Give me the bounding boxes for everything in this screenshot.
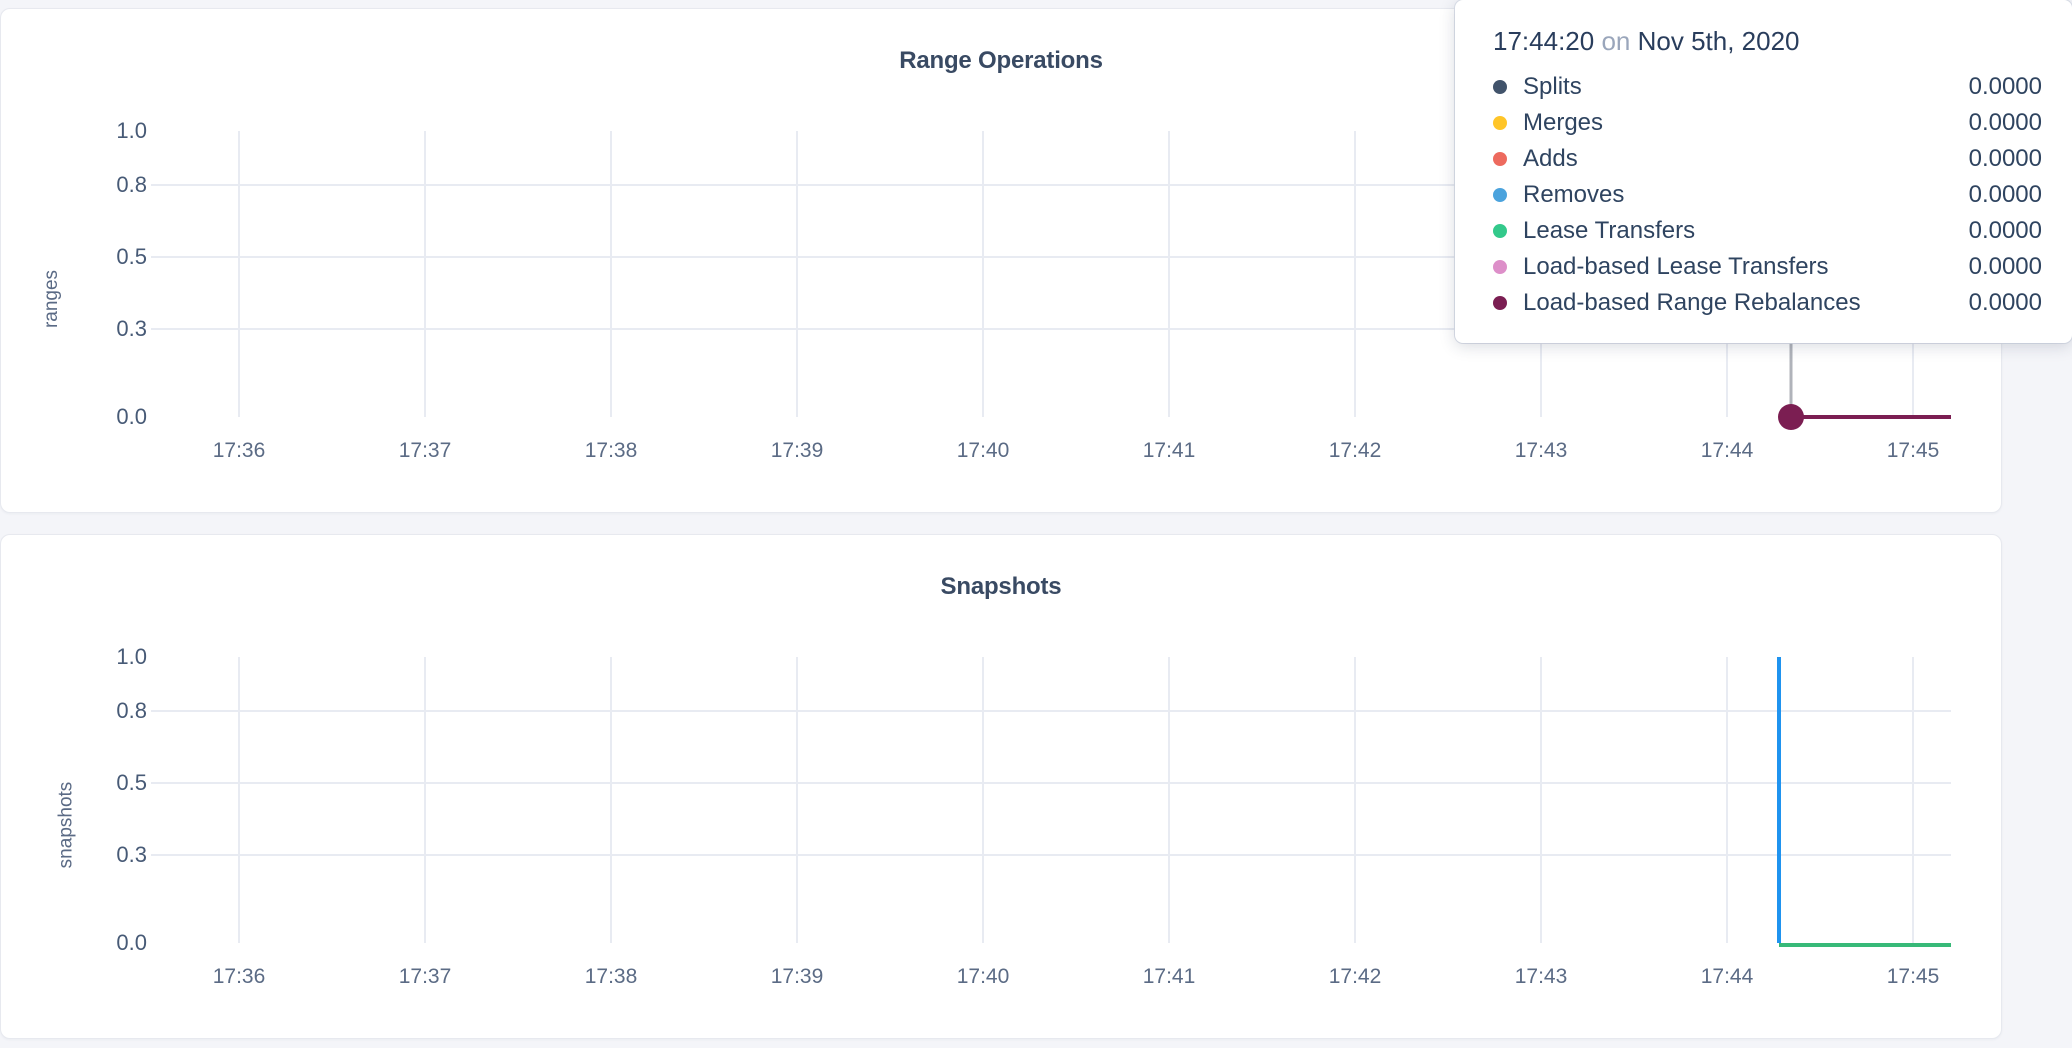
tooltip-series-value: 0.0000 bbox=[1968, 181, 2042, 208]
y-axis-ticks-snapshots: 1.0 0.8 0.5 0.3 0.0 bbox=[57, 635, 147, 1015]
tooltip-row: Adds 0.0000 bbox=[1493, 141, 2042, 177]
series-dot-icon bbox=[1493, 188, 1507, 202]
plot-svg-snapshots bbox=[151, 657, 1951, 947]
y-tick: 0.8 bbox=[116, 698, 147, 723]
y-tick: 0.5 bbox=[116, 770, 147, 795]
page-title-range-operations: Range Operations bbox=[899, 47, 1103, 74]
tooltip-series-value: 0.0000 bbox=[1968, 289, 2042, 316]
x-tick: 17:41 bbox=[1142, 965, 1196, 988]
x-tick: 17:40 bbox=[956, 965, 1010, 988]
x-tick: 17:42 bbox=[1328, 965, 1382, 988]
tooltip-series-list: Splits 0.0000 Merges 0.0000 Adds 0.0000 … bbox=[1493, 69, 2042, 321]
tooltip-row: Merges 0.0000 bbox=[1493, 105, 2042, 141]
y-tick: 0.5 bbox=[116, 244, 147, 269]
chart-card-snapshots: Snapshots snapshots 1.0 0.8 0.5 0.3 0.0 bbox=[0, 534, 2002, 1039]
tooltip-series-value: 0.0000 bbox=[1968, 73, 2042, 100]
series-dot-icon bbox=[1493, 224, 1507, 238]
tooltip-row: Load-based Lease Transfers 0.0000 bbox=[1493, 249, 2042, 285]
vertical-gridlines bbox=[238, 657, 1914, 943]
y-tick: 0.0 bbox=[116, 930, 147, 955]
y-tick: 0.3 bbox=[116, 316, 147, 341]
tooltip-row: Load-based Range Rebalances 0.0000 bbox=[1493, 285, 2042, 321]
chart-hover-tooltip: 17:44:20 on Nov 5th, 2020 Splits 0.0000 … bbox=[1455, 0, 2072, 343]
x-tick: 17:45 bbox=[1886, 439, 1940, 462]
x-tick: 17:36 bbox=[212, 439, 266, 462]
x-tick: 17:43 bbox=[1514, 439, 1568, 462]
tooltip-series-label: Removes bbox=[1523, 181, 1625, 208]
tooltip-series-label: Adds bbox=[1523, 145, 1578, 172]
tooltip-row: Splits 0.0000 bbox=[1493, 69, 2042, 105]
plot-area-snapshots[interactable]: snapshots 1.0 0.8 0.5 0.3 0.0 bbox=[1, 635, 2003, 1015]
tooltip-series-label: Splits bbox=[1523, 73, 1582, 100]
x-tick: 17:39 bbox=[770, 965, 824, 988]
y-tick: 1.0 bbox=[116, 644, 147, 669]
page-title-snapshots: Snapshots bbox=[940, 573, 1062, 600]
x-tick: 17:37 bbox=[398, 965, 452, 988]
hover-point-marker bbox=[1778, 404, 1804, 430]
x-tick: 17:39 bbox=[770, 439, 824, 462]
tooltip-series-value: 0.0000 bbox=[1968, 217, 2042, 244]
x-tick: 17:42 bbox=[1328, 439, 1382, 462]
series-dot-icon bbox=[1493, 260, 1507, 274]
x-tick: 17:36 bbox=[212, 965, 266, 988]
x-tick: 17:43 bbox=[1514, 965, 1568, 988]
tooltip-series-value: 0.0000 bbox=[1968, 109, 2042, 136]
tooltip-row: Lease Transfers 0.0000 bbox=[1493, 213, 2042, 249]
x-tick: 17:44 bbox=[1700, 439, 1754, 462]
x-tick: 17:38 bbox=[584, 439, 638, 462]
tooltip-series-label: Load-based Range Rebalances bbox=[1523, 289, 1861, 316]
x-tick: 17:37 bbox=[398, 439, 452, 462]
tooltip-series-label: Lease Transfers bbox=[1523, 217, 1696, 244]
series-dot-icon bbox=[1493, 116, 1507, 130]
tooltip-row: Removes 0.0000 bbox=[1493, 177, 2042, 213]
horizontal-gridlines bbox=[151, 710, 1951, 856]
tooltip-on-word: on bbox=[1601, 26, 1631, 56]
x-tick: 17:38 bbox=[584, 965, 638, 988]
y-tick: 0.8 bbox=[116, 172, 147, 197]
tooltip-series-value: 0.0000 bbox=[1968, 145, 2042, 172]
x-tick: 17:44 bbox=[1700, 965, 1754, 988]
tooltip-time-value: 17:44:20 bbox=[1493, 26, 1595, 56]
series-dot-icon bbox=[1493, 152, 1507, 166]
x-tick: 17:40 bbox=[956, 439, 1010, 462]
x-axis-ticks-snapshots: 17:36 17:37 17:38 17:39 17:40 17:41 17:4… bbox=[1, 965, 2003, 1005]
tooltip-date-value: Nov 5th, 2020 bbox=[1637, 26, 1800, 56]
series-dot-icon bbox=[1493, 296, 1507, 310]
x-tick: 17:45 bbox=[1886, 965, 1940, 988]
y-tick: 0.3 bbox=[116, 842, 147, 867]
y-tick: 0.0 bbox=[116, 404, 147, 429]
x-tick: 17:41 bbox=[1142, 439, 1196, 462]
y-axis-ticks-range-operations: 1.0 0.8 0.5 0.3 0.0 bbox=[57, 109, 147, 489]
y-tick: 1.0 bbox=[116, 118, 147, 143]
tooltip-series-value: 0.0000 bbox=[1968, 253, 2042, 280]
tooltip-series-label: Merges bbox=[1523, 109, 1604, 136]
tooltip-timestamp: 17:44:20 on Nov 5th, 2020 bbox=[1493, 26, 2042, 57]
series-dot-icon bbox=[1493, 80, 1507, 94]
x-axis-ticks-range-operations: 17:36 17:37 17:38 17:39 17:40 17:41 17:4… bbox=[1, 439, 2003, 479]
tooltip-series-label: Load-based Lease Transfers bbox=[1523, 253, 1829, 280]
